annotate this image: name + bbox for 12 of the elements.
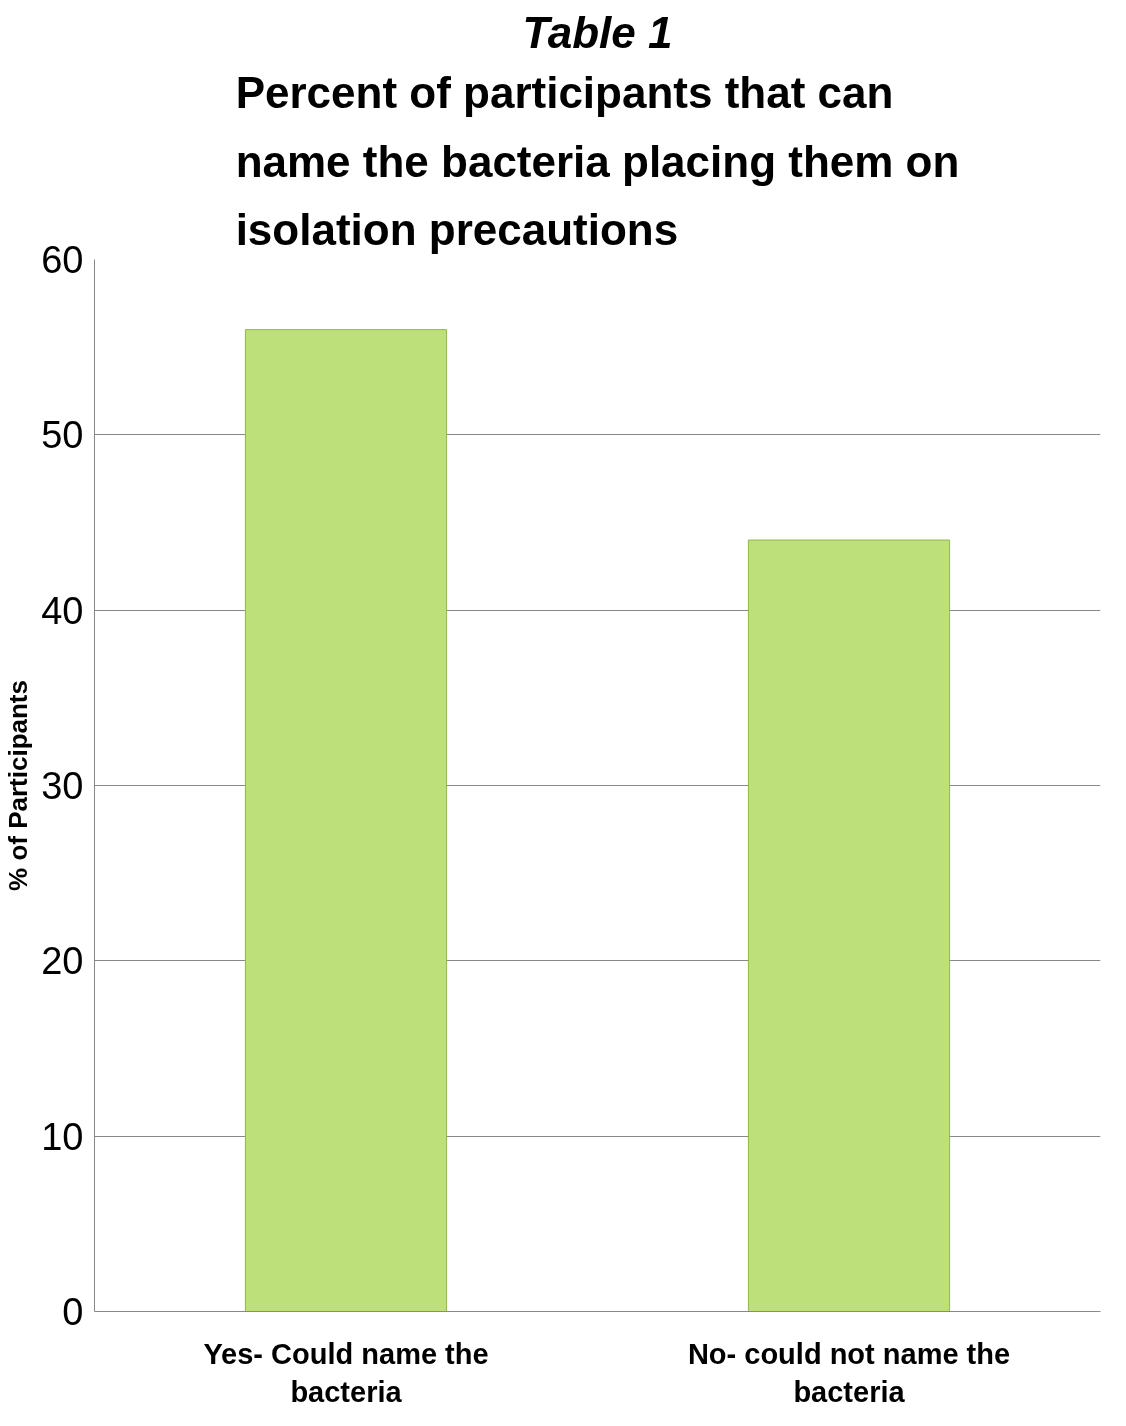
x-tick-label: Yes- Could name the bacteria	[203, 1337, 489, 1408]
y-axis-title: % of Participants	[3, 680, 34, 891]
y-tick-label: 30	[41, 765, 84, 807]
y-tick-label: 10	[41, 1115, 84, 1158]
y-tick-label: 20	[41, 940, 84, 983]
y-tick-label: 40	[41, 589, 84, 632]
y-tick-label: 50	[41, 414, 84, 457]
x-tick-label: No- could not name the bacteria	[687, 1337, 1011, 1408]
y-tick-label: 60	[41, 239, 84, 281]
y-tick-label: 0	[62, 1291, 84, 1333]
chart-title: Table 1	[522, 7, 673, 57]
chart-subtitle: Percent of participants that can name the bacteria placing them on isolation precautions	[235, 68, 960, 255]
